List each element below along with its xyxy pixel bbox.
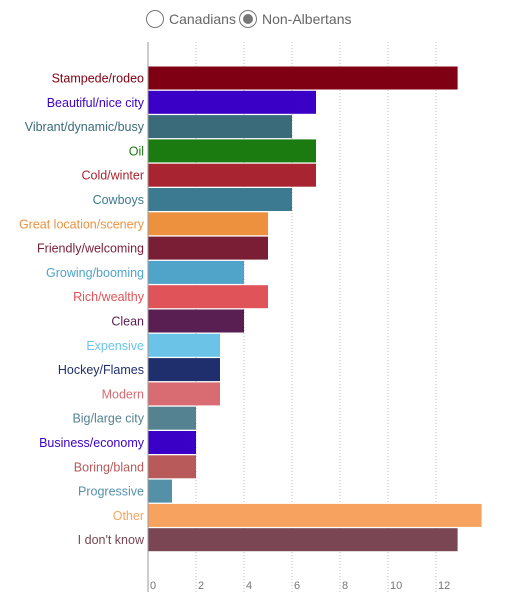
- bar-cowboys: [148, 188, 292, 211]
- bar-beautiful-nice-city: [148, 90, 316, 114]
- bar-clean: [148, 309, 244, 333]
- x-tick-label-2: 2: [198, 580, 204, 592]
- category-label-progressive: Progressive: [78, 485, 144, 499]
- category-label-other: Other: [113, 509, 144, 523]
- category-label-clean: Clean: [111, 315, 144, 329]
- bar-expensive: [148, 333, 220, 357]
- radio-button-canadians[interactable]: [146, 10, 164, 28]
- x-tick-label-6: 6: [294, 580, 300, 592]
- category-label-oil: Oil: [129, 144, 144, 158]
- category-label-modern: Modern: [102, 387, 144, 401]
- legend-label-non-albertans: Non-Albertans: [262, 11, 352, 27]
- bar-cold-winter: [148, 163, 316, 187]
- category-label-vibrant-dynamic-busy: Vibrant/dynamic/busy: [25, 120, 145, 134]
- bar-hockey-flames: [148, 358, 220, 382]
- category-label-stampede-rodeo: Stampede/rodeo: [52, 72, 144, 86]
- bar-modern: [148, 382, 220, 406]
- bar-rich-wealthy: [148, 285, 268, 309]
- category-label-rich-wealthy: Rich/wealthy: [73, 290, 145, 304]
- category-label-growing-booming: Growing/booming: [46, 266, 144, 280]
- legend-label-canadians: Canadians: [169, 11, 236, 27]
- bar-business-economy: [148, 431, 196, 454]
- chart-legend: Canadians Non-Albertans: [0, 8, 514, 30]
- x-tick-label-0: 0: [150, 580, 156, 592]
- x-tick-label-4: 4: [246, 580, 252, 592]
- category-label-i-don-t-know: I don't know: [78, 533, 145, 547]
- category-label-great-location-scenery: Great location/scenery: [19, 217, 145, 231]
- bar-i-don-t-know: [148, 528, 458, 552]
- x-tick-label-8: 8: [342, 580, 348, 592]
- bar-big-large-city: [148, 406, 196, 430]
- category-label-hockey-flames: Hockey/Flames: [58, 363, 144, 377]
- x-tick-label-10: 10: [390, 580, 402, 592]
- bar-friendly-welcoming: [148, 236, 268, 260]
- category-label-boring-bland: Boring/bland: [74, 460, 144, 474]
- legend-option-non-albertans[interactable]: Non-Albertans: [239, 8, 352, 30]
- bar-progressive: [148, 479, 172, 503]
- bar-oil: [148, 139, 316, 163]
- category-label-friendly-welcoming: Friendly/welcoming: [37, 242, 144, 256]
- category-label-business-economy: Business/economy: [39, 436, 145, 450]
- bar-growing-booming: [148, 260, 244, 284]
- category-label-cowboys: Cowboys: [93, 193, 144, 207]
- bar-great-location-scenery: [148, 212, 268, 236]
- bar-vibrant-dynamic-busy: [148, 115, 292, 139]
- category-label-beautiful-nice-city: Beautiful/nice city: [47, 96, 145, 110]
- x-tick-label-12: 12: [438, 580, 450, 592]
- bar-boring-bland: [148, 455, 196, 479]
- bar-other: [148, 503, 482, 527]
- category-label-big-large-city: Big/large city: [72, 412, 144, 426]
- bar-stampede-rodeo: [148, 66, 458, 90]
- radio-button-non-albertans[interactable]: [239, 10, 257, 28]
- category-label-cold-winter: Cold/winter: [81, 169, 144, 183]
- category-label-expensive: Expensive: [86, 339, 144, 353]
- legend-option-canadians[interactable]: Canadians: [146, 8, 236, 30]
